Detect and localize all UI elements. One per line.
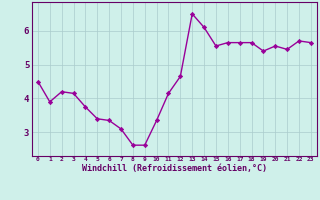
X-axis label: Windchill (Refroidissement éolien,°C): Windchill (Refroidissement éolien,°C) [82,164,267,173]
